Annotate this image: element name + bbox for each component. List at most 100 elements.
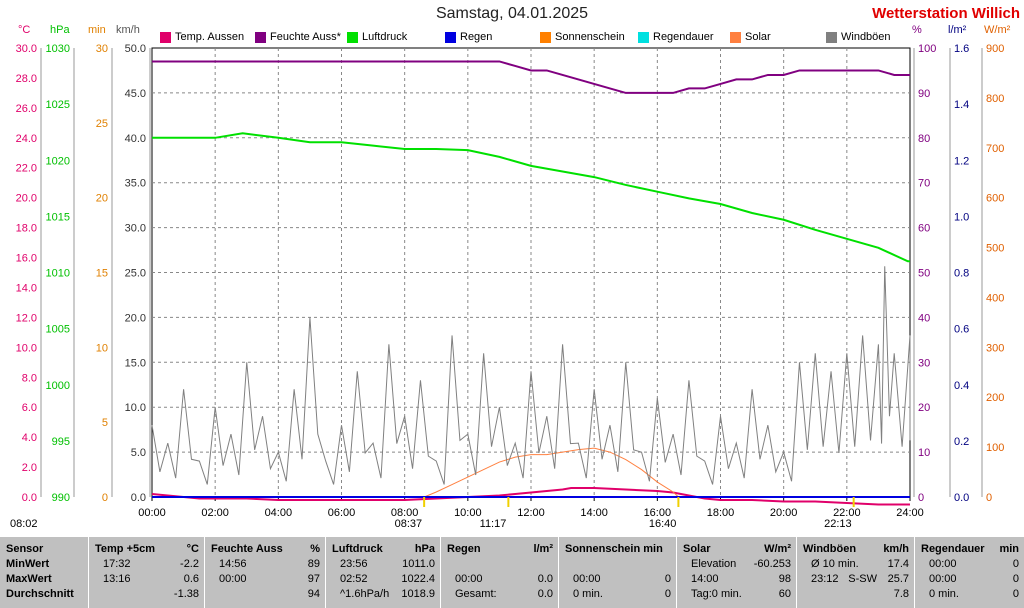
- stats-header-label: Regen: [447, 543, 481, 555]
- stats-cell-time: 23:12: [811, 573, 839, 585]
- stats-header-label: Feuchte Auss: [211, 543, 283, 555]
- duration-axis-unit: min: [88, 24, 106, 36]
- stats-row: MaxWert: [0, 572, 88, 587]
- stats-header-unit: °C: [186, 543, 199, 555]
- stats-cell-value: 1018.9: [401, 588, 435, 600]
- stats-cell-value: -60.253: [753, 558, 791, 570]
- stats-cell-value: 0: [1012, 558, 1019, 570]
- stats-cell-value: 17.4: [887, 558, 909, 570]
- humidity-tick-label: 90: [918, 88, 930, 100]
- stats-row: 14:56 89: [205, 557, 326, 572]
- chart-title: Samstag, 04.01.2025: [435, 5, 589, 22]
- legend-swatch: [255, 31, 266, 43]
- legend-swatch: [540, 31, 551, 43]
- temp-tick-label: 12.0: [16, 312, 37, 324]
- x-tick-label: 24:00: [896, 507, 924, 519]
- stats-header-unit: l/m²: [533, 543, 553, 555]
- stats-header: Windböen km/h: [797, 542, 915, 557]
- wind-tick-label: 10.0: [125, 402, 146, 414]
- rain-tick-label: 0.0: [954, 492, 969, 504]
- stats-cell-time: 00:00: [455, 573, 483, 585]
- solar-tick-label: 200: [986, 392, 1004, 404]
- stats-cell-time: 00:00: [929, 573, 957, 585]
- stats-cell-value: 89: [307, 558, 320, 570]
- stats-header: Solar W/m²: [677, 542, 797, 557]
- humidity-tick-label: 100: [918, 43, 936, 55]
- humidity-tick-label: 30: [918, 357, 930, 369]
- temp-tick-label: 8.0: [22, 372, 37, 384]
- stats-row: 00:00 0: [915, 557, 1024, 572]
- stats-column: Feuchte Auss% 14:56 89 00:00 97 94: [204, 537, 326, 608]
- duration-tick-label: 15: [96, 268, 108, 280]
- stats-cell-time: Gesamt:: [455, 588, 497, 600]
- stats-cell-time: MaxWert: [6, 573, 52, 585]
- stats-row: [441, 557, 559, 572]
- legend-item: Feuchte Auss*: [255, 31, 341, 43]
- stats-row: 00:00 0: [915, 572, 1024, 587]
- stats-cell-time: 00:00: [929, 558, 957, 570]
- stats-cell-time: 0 min.: [929, 588, 959, 600]
- stats-header: Regendauer min: [915, 542, 1024, 557]
- stats-cell-value: 0.0: [537, 588, 553, 600]
- wind-tick-label: 35.0: [125, 178, 146, 190]
- stats-column: Solar W/m² Elevation -60.253 14:00 98 Tag:0 mi…: [676, 537, 797, 608]
- stats-header-unit: hPa: [414, 543, 435, 555]
- stats-header: Temp +5cm °C: [89, 542, 205, 557]
- stats-cell-value: 0.0: [537, 573, 553, 585]
- stats-cell-time: Ø 10 min.: [811, 558, 859, 570]
- pressure-tick-label: 1010: [46, 268, 70, 280]
- stats-row: 13:16 0.6: [89, 572, 205, 587]
- stats-row: 00:00 97: [205, 572, 326, 587]
- rain-tick-label: 0.2: [954, 436, 969, 448]
- stats-header-unit: %: [310, 543, 320, 555]
- stats-row: 94: [205, 587, 326, 602]
- series-line-luftdruck: [152, 132, 910, 263]
- temp-tick-label: 30.0: [16, 43, 37, 55]
- legend-item: Solar: [730, 31, 771, 43]
- stats-row: 02:52 1022.4: [326, 572, 441, 587]
- stats-header: Regen l/m²: [441, 542, 559, 557]
- rain-tick-label: 0.4: [954, 380, 969, 392]
- stats-row: Ø 10 min. 17.4: [797, 557, 915, 572]
- solar-tick-label: 100: [986, 442, 1004, 454]
- stats-header-unit: min: [999, 543, 1019, 555]
- stats-cell-value: 98: [778, 573, 791, 585]
- stats-cell-time: 14:00: [691, 573, 719, 585]
- legend-item: Regendauer: [638, 31, 714, 43]
- legend-label: Sonnenschein: [555, 31, 625, 43]
- x-tick-label: 04:00: [265, 507, 293, 519]
- temp-tick-label: 28.0: [16, 73, 37, 85]
- legend-label: Windböen: [841, 31, 891, 43]
- x-tick-label: 12:00: [517, 507, 545, 519]
- legend-item: Sonnenschein: [540, 31, 625, 43]
- x-tick-label: 18:00: [707, 507, 735, 519]
- legend-swatch: [160, 31, 171, 43]
- temp-tick-label: 14.0: [16, 282, 37, 294]
- rain-tick-label: 1.0: [954, 211, 969, 223]
- stats-cell-value: 94: [307, 588, 320, 600]
- humidity-tick-label: 10: [918, 447, 930, 459]
- stats-cell-value: -1.38: [173, 588, 199, 600]
- pressure-tick-label: 990: [52, 492, 70, 504]
- wind-tick-label: 45.0: [125, 88, 146, 100]
- weather-chart: 00:00 02:00 04:00 06:00 08:00 10:00 12:00 14:00…: [10, 43, 1004, 530]
- wind-tick-label: 20.0: [125, 312, 146, 324]
- stats-cell-value: 25.7: [887, 573, 909, 585]
- stats-column: Sonnenschein min 00:00 0 0 min. 0: [558, 537, 677, 608]
- temp-tick-label: 4.0: [22, 432, 37, 444]
- solar-tick-label: 0: [986, 492, 992, 504]
- legend-label: Feuchte Auss*: [270, 31, 341, 43]
- stats-row: Durchschnitt: [0, 587, 88, 602]
- wind-axis-unit: km/h: [116, 24, 140, 36]
- time-marker-label-sunset: 16:40: [649, 518, 677, 530]
- stats-row: -1.38: [89, 587, 205, 602]
- wind-tick-label: 25.0: [125, 268, 146, 280]
- duration-tick-label: 10: [96, 342, 108, 354]
- stats-row: ^1.6hPa/h 1018.9: [326, 587, 441, 602]
- stats-column: Sensor MinWert MaxWert Durchschnitt: [0, 537, 88, 608]
- pressure-tick-label: 1015: [46, 211, 70, 223]
- pressure-tick-label: 1025: [46, 99, 70, 111]
- x-tick-label: 00:00: [138, 507, 166, 519]
- stats-cell-value: 0: [1012, 588, 1019, 600]
- solar-tick-label: 300: [986, 342, 1004, 354]
